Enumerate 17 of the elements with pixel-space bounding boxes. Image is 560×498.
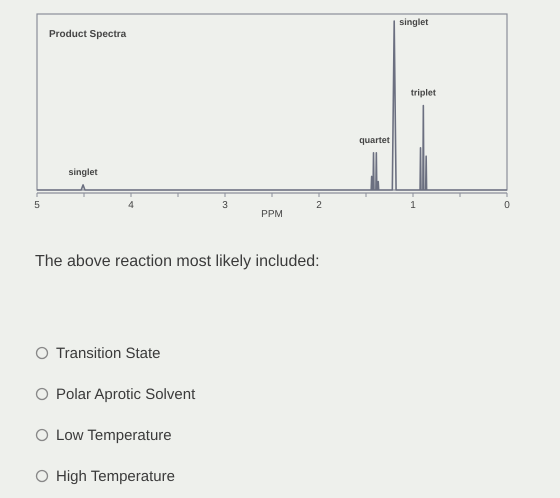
x-tick-label: 2 — [316, 200, 322, 211]
text: Product Spectra — [49, 29, 127, 40]
x-tick-label: 4 — [128, 200, 134, 211]
x-tick-label: 1 — [410, 200, 416, 211]
text: Low Temperature — [56, 427, 172, 444]
text: Transition State — [56, 345, 160, 362]
annotation: singlet — [68, 166, 98, 177]
x-tick-label: 0 — [504, 200, 510, 211]
annotation: triplet — [410, 88, 436, 98]
x-tick-label: 3 — [222, 200, 228, 211]
annotation: singlet — [399, 17, 428, 27]
x-tick-label: 5 — [34, 200, 40, 211]
annotation: quartet — [359, 134, 390, 145]
x-axis-title: PPM — [261, 209, 283, 220]
text: Polar Aprotic Solvent — [56, 386, 196, 403]
text: The above reaction most likely included: — [35, 253, 320, 270]
text: High Temperature — [56, 468, 175, 485]
